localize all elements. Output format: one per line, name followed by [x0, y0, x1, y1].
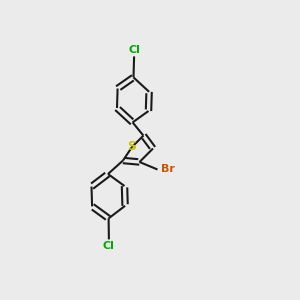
- Text: Cl: Cl: [128, 45, 140, 55]
- Text: Cl: Cl: [103, 241, 115, 251]
- Text: Br: Br: [160, 164, 174, 175]
- Text: S: S: [128, 140, 136, 154]
